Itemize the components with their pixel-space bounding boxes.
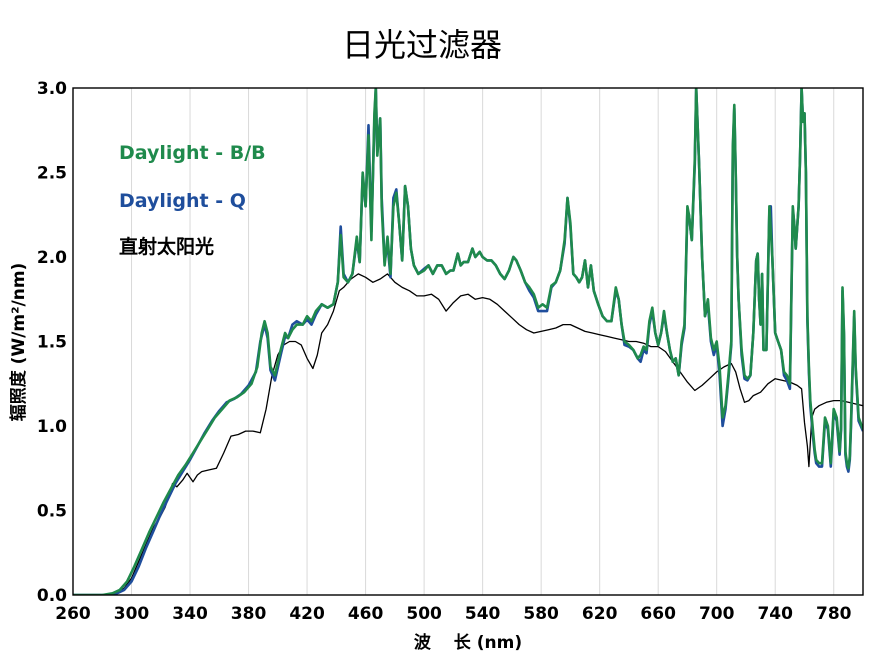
plot-frame xyxy=(72,87,864,596)
x-tick-label-580: 580 xyxy=(523,604,559,624)
x-tick-label-620: 620 xyxy=(582,604,618,624)
y-tick-label-0: 0.0 xyxy=(37,586,67,606)
x-axis-ticks: 260 300 340 380 420 460 500 540 580 620 660 700 740 7… xyxy=(55,604,851,624)
x-axis-label: 波 长 (nm) xyxy=(414,632,522,653)
x-tick-label-340: 340 xyxy=(172,604,208,624)
y-tick-label-1: 0.5 xyxy=(37,502,67,522)
y-tick-label-2: 1.0 xyxy=(37,417,67,437)
x-tick-label-500: 500 xyxy=(406,604,442,624)
x-tick-label-740: 740 xyxy=(757,604,793,624)
x-tick-label-260: 260 xyxy=(55,604,91,624)
x-tick-label-300: 300 xyxy=(114,604,150,624)
series-line-2 xyxy=(73,273,863,595)
x-tick-label-460: 460 xyxy=(348,604,384,624)
y-tick-label-3: 1.5 xyxy=(37,333,67,353)
x-tick-label-700: 700 xyxy=(699,604,735,624)
x-tick-label-660: 660 xyxy=(640,604,676,624)
x-tick-label-380: 380 xyxy=(231,604,267,624)
y-tick-label-5: 2.5 xyxy=(37,164,67,184)
series-line-1 xyxy=(73,88,863,595)
y-tick-label-6: 3.0 xyxy=(37,79,67,99)
x-tick-label-540: 540 xyxy=(465,604,501,624)
series-line-0 xyxy=(73,88,863,595)
chart-title: 日光过滤器 xyxy=(342,26,502,64)
legend: Daylight - B/B Daylight - Q 直射太阳光 xyxy=(119,142,266,258)
series-lines xyxy=(73,88,863,595)
legend-entry-daylight-q: Daylight - Q xyxy=(119,190,246,212)
legend-entry-daylight-bb: Daylight - B/B xyxy=(119,142,266,164)
gridlines xyxy=(131,88,835,595)
y-tick-label-4: 2.0 xyxy=(37,248,67,268)
x-tick-label-780: 780 xyxy=(816,604,852,624)
y-axis-label: 辐照度 (W/m²/nm) xyxy=(8,263,29,422)
y-axis-ticks: 0.0 0.5 1.0 1.5 2.0 2.5 3.0 xyxy=(37,79,67,606)
legend-entry-direct-sunlight: 直射太阳光 xyxy=(119,235,214,258)
x-tick-label-420: 420 xyxy=(289,604,325,624)
